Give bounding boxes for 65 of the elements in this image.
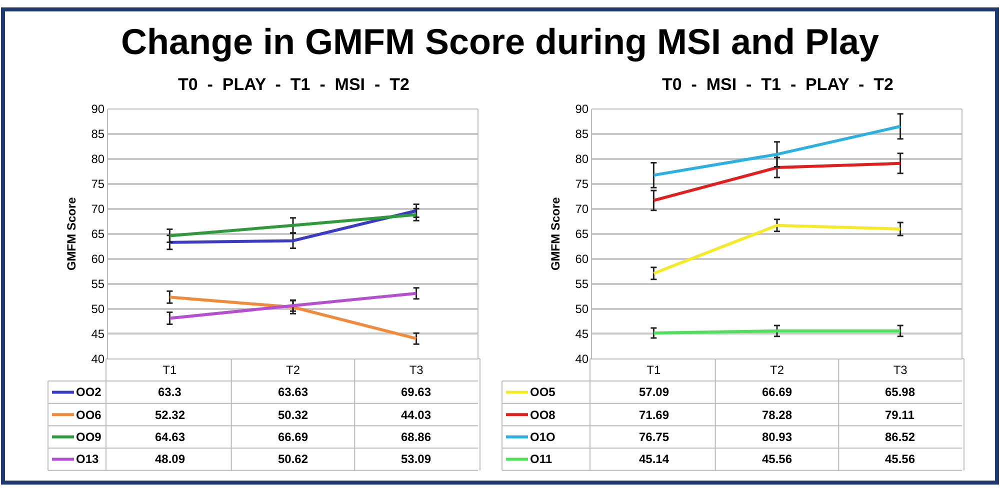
data-label: 50.62: [278, 452, 308, 466]
x-tick-label: T3: [893, 363, 908, 378]
data-label: 45.56: [885, 452, 916, 466]
data-label: 64.63: [155, 430, 186, 444]
y-axis-title: GMFM Score: [64, 196, 79, 271]
data-label: 76.75: [639, 430, 670, 444]
x-tick-label: T1: [162, 363, 177, 378]
data-label: 45.14: [639, 452, 670, 466]
y-tick-label: 90: [575, 102, 589, 116]
legend-label: OO8: [530, 408, 556, 422]
data-label: 45.56: [762, 452, 792, 466]
x-tick-label: T2: [770, 363, 784, 378]
data-label: 69.63: [401, 385, 432, 399]
y-axis-title: GMFM Score: [548, 196, 563, 271]
data-label: 52.32: [155, 408, 186, 422]
data-label: 50.32: [278, 408, 308, 422]
data-label: 63.3: [158, 385, 182, 399]
legend-label: O11: [530, 452, 552, 466]
y-tick-label: 45: [575, 326, 589, 341]
data-label: 80.93: [762, 430, 792, 444]
chart-subtitle: T0 - MSI - T1 - PLAY - T2: [662, 75, 894, 94]
y-tick-label: 70: [91, 202, 105, 216]
y-tick-label: 75: [91, 177, 105, 192]
data-label: 57.09: [639, 385, 670, 399]
data-label: 65.98: [885, 385, 916, 399]
y-tick-label: 50: [91, 302, 105, 316]
y-tick-label: 40: [91, 352, 105, 366]
data-label: 79.11: [885, 408, 915, 422]
data-label: 68.86: [401, 430, 432, 444]
y-tick-label: 45: [91, 326, 105, 341]
legend-label: OO9: [76, 430, 102, 444]
data-label: 86.52: [885, 430, 916, 444]
data-label: 66.69: [762, 385, 792, 399]
y-tick-label: 90: [91, 102, 105, 116]
data-label: 63.63: [278, 385, 308, 399]
chart-subtitle: T0 - PLAY - T1 - MSI - T2: [178, 75, 410, 94]
legend-label: OO6: [76, 408, 102, 422]
data-label: 53.09: [401, 452, 432, 466]
data-label: 44.03: [401, 408, 432, 422]
y-tick-label: 60: [575, 252, 589, 266]
data-label: 66.69: [278, 430, 308, 444]
y-tick-label: 65: [91, 227, 105, 242]
y-tick-label: 65: [575, 227, 589, 242]
y-tick-label: 70: [575, 202, 589, 216]
y-tick-label: 80: [575, 152, 589, 166]
y-tick-label: 50: [575, 302, 589, 316]
data-label: 71.69: [639, 408, 670, 422]
y-tick-label: 85: [575, 127, 589, 142]
y-tick-label: 40: [575, 352, 589, 366]
y-tick-label: 80: [91, 152, 105, 166]
legend-label: O1O: [530, 430, 556, 444]
x-tick-label: T3: [409, 363, 424, 378]
legend-label: O13: [76, 452, 100, 466]
x-tick-label: T1: [646, 363, 661, 378]
data-label: 48.09: [155, 452, 186, 466]
legend-label: OO2: [76, 385, 102, 399]
legend-label: OO5: [530, 385, 556, 399]
y-tick-label: 60: [91, 252, 105, 266]
y-tick-label: 85: [91, 127, 105, 142]
y-tick-label: 75: [575, 177, 589, 192]
x-tick-label: T2: [286, 363, 300, 378]
y-tick-label: 55: [575, 276, 589, 291]
data-label: 78.28: [762, 408, 792, 422]
y-tick-label: 55: [91, 276, 105, 291]
chart-title: Change in GMFM Score during MSI and Play: [121, 21, 880, 62]
